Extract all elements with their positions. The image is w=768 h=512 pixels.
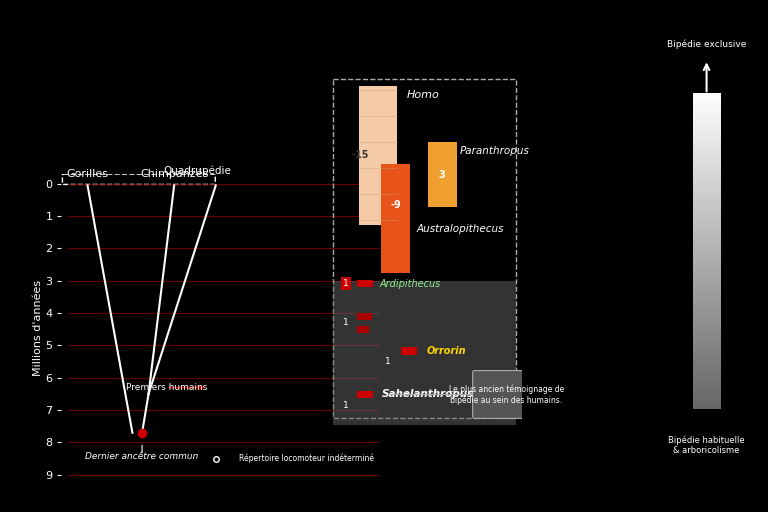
FancyBboxPatch shape xyxy=(472,371,540,418)
Bar xyxy=(359,86,398,225)
Bar xyxy=(382,164,410,272)
Text: Chimpanzés: Chimpanzés xyxy=(140,168,209,179)
Bar xyxy=(357,326,369,333)
Text: Répertoire locomoteur indéterminé: Répertoire locomoteur indéterminé xyxy=(239,454,374,463)
Text: -9: -9 xyxy=(390,200,401,210)
Text: Ardipithecus: Ardipithecus xyxy=(380,279,441,289)
Text: 1: 1 xyxy=(343,401,349,410)
Text: 1: 1 xyxy=(343,318,349,327)
Text: 3: 3 xyxy=(439,169,445,180)
Bar xyxy=(357,391,373,398)
Text: Paranthropus: Paranthropus xyxy=(460,146,530,157)
Text: Quadrupédie: Quadrupédie xyxy=(163,165,231,176)
Text: Premiers humains: Premiers humains xyxy=(126,383,207,392)
Text: -15: -15 xyxy=(352,150,369,160)
Text: Le plus ancien témoignage de
bipédie au sein des humains.: Le plus ancien témoignage de bipédie au … xyxy=(449,384,564,405)
Y-axis label: Millions d'années: Millions d'années xyxy=(32,280,42,376)
Bar xyxy=(357,280,373,287)
Text: 1: 1 xyxy=(343,279,349,288)
Text: Sahelanthropus: Sahelanthropus xyxy=(382,390,474,399)
Text: Dernier ancêtre commun: Dernier ancêtre commun xyxy=(85,452,199,461)
Text: Australopithecus: Australopithecus xyxy=(416,224,504,234)
Text: Orrorin: Orrorin xyxy=(426,346,466,356)
Text: Bipédie exclusive: Bipédie exclusive xyxy=(667,39,746,49)
Bar xyxy=(428,142,457,207)
Text: Gorilles: Gorilles xyxy=(66,169,108,179)
Bar xyxy=(401,347,416,355)
Text: Homo: Homo xyxy=(407,90,440,100)
Text: Bipédie habituelle
& arboricolisme: Bipédie habituelle & arboricolisme xyxy=(668,435,745,455)
Text: 1: 1 xyxy=(385,357,391,367)
Bar xyxy=(357,313,372,319)
Bar xyxy=(333,281,516,425)
